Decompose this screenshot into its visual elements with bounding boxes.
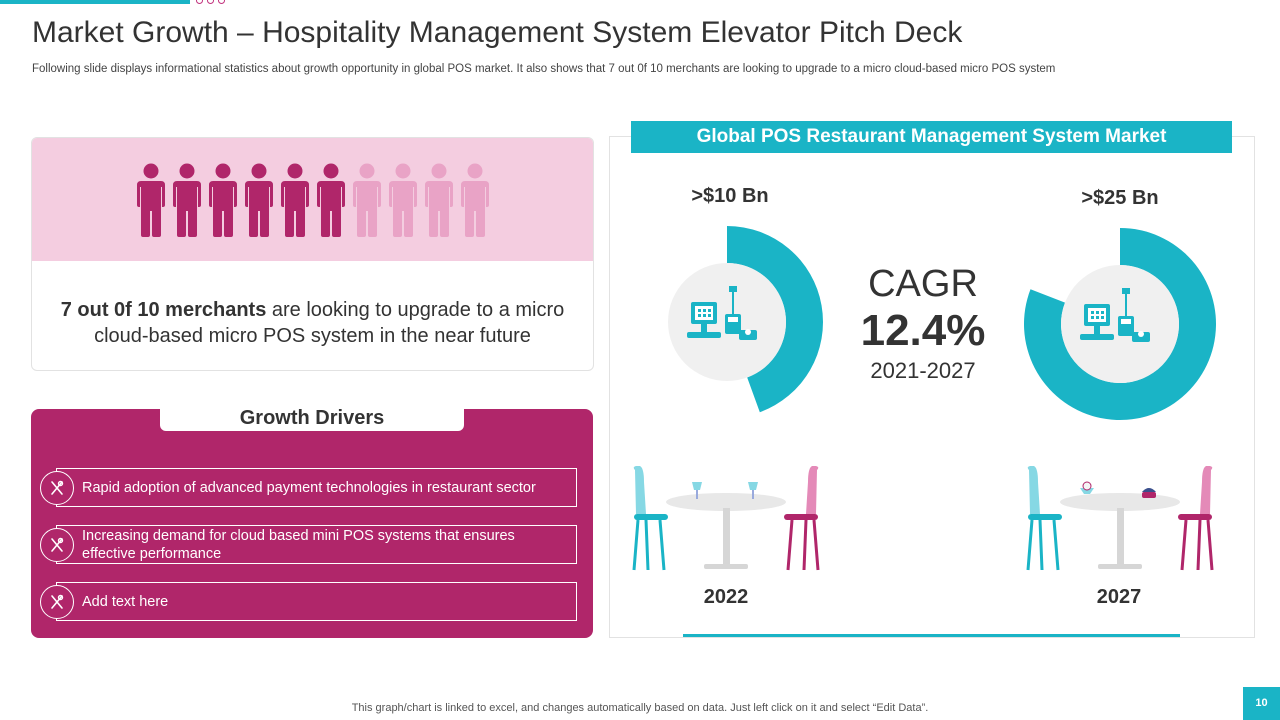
cafe-table-icon (666, 482, 786, 569)
cagr-block: CAGR 12.4% 2021-2027 (848, 262, 998, 386)
cafe-table-scene-2027 (1026, 466, 1214, 571)
driver-item: Add text here (40, 582, 577, 621)
person-icon (244, 163, 273, 237)
person-icon (460, 163, 489, 237)
driver-item: Increasing demand for cloud based mini P… (40, 525, 577, 564)
year-2022: 2022 (703, 586, 749, 608)
driver-item: Rapid adoption of advanced payment techn… (40, 468, 577, 507)
person-icon (280, 163, 309, 237)
slide-title: Market Growth – Hospitality Management S… (32, 16, 963, 49)
footer-note: This graph/chart is linked to excel, and… (351, 702, 929, 714)
driver-text: Rapid adoption of advanced payment techn… (82, 479, 536, 496)
pos-terminal-icon (687, 286, 757, 340)
fork-knife-icon (40, 528, 74, 562)
fork-knife-icon (40, 585, 74, 619)
growth-drivers-title: Growth Drivers (239, 407, 385, 429)
cagr-value: 12.4% (860, 306, 986, 355)
chair-icon (1026, 466, 1062, 571)
chair-icon (784, 466, 820, 571)
ring-2022 (668, 226, 823, 413)
ring-2027-arc (1024, 228, 1216, 420)
merchants-statement: 7 out 0f 10 merchants are looking to upg… (32, 261, 593, 349)
merchants-text: are looking to upgrade to a micro cloud-… (94, 299, 565, 347)
driver-text: Increasing demand for cloud based mini P… (82, 527, 515, 562)
chair-icon (1178, 466, 1214, 571)
person-icon (388, 163, 417, 237)
driver-text: Add text here (82, 593, 169, 610)
person-icon (316, 163, 345, 237)
pos-terminal-icon (1080, 288, 1150, 342)
ring-2027 (1024, 228, 1216, 420)
cagr-label: CAGR (868, 263, 978, 305)
people-pictogram (32, 138, 593, 261)
top-accent-bar (0, 0, 190, 4)
person-icon (424, 163, 453, 237)
page-number: 10 (1243, 687, 1280, 720)
cagr-period: 2021-2027 (870, 358, 976, 383)
growth-drivers-tab (160, 409, 464, 431)
value-2022: >$10 Bn (691, 185, 769, 207)
year-2027: 2027 (1096, 586, 1142, 608)
cafe-table-icon (1060, 481, 1180, 569)
market-header: Global POS Restaurant Management System … (631, 121, 1232, 153)
person-icon (172, 163, 201, 237)
market-bottom-line (683, 634, 1180, 637)
cafe-table-scene-2022 (632, 466, 820, 571)
slide-subtitle: Following slide displays informational s… (32, 63, 1056, 75)
person-icon (352, 163, 381, 237)
value-2027: >$25 Bn (1081, 187, 1159, 209)
chair-icon (632, 466, 668, 571)
merchants-highlight: 7 out 0f 10 merchants (60, 299, 267, 321)
person-icon (208, 163, 237, 237)
person-icon (136, 163, 165, 237)
ring-2022-arc (727, 226, 823, 413)
growth-drivers-panel: Growth Drivers Rapid adoption of advance… (31, 407, 593, 638)
merchants-card: 7 out 0f 10 merchants are looking to upg… (31, 137, 594, 371)
top-accent-dots (196, 0, 225, 4)
fork-knife-icon (40, 471, 74, 505)
